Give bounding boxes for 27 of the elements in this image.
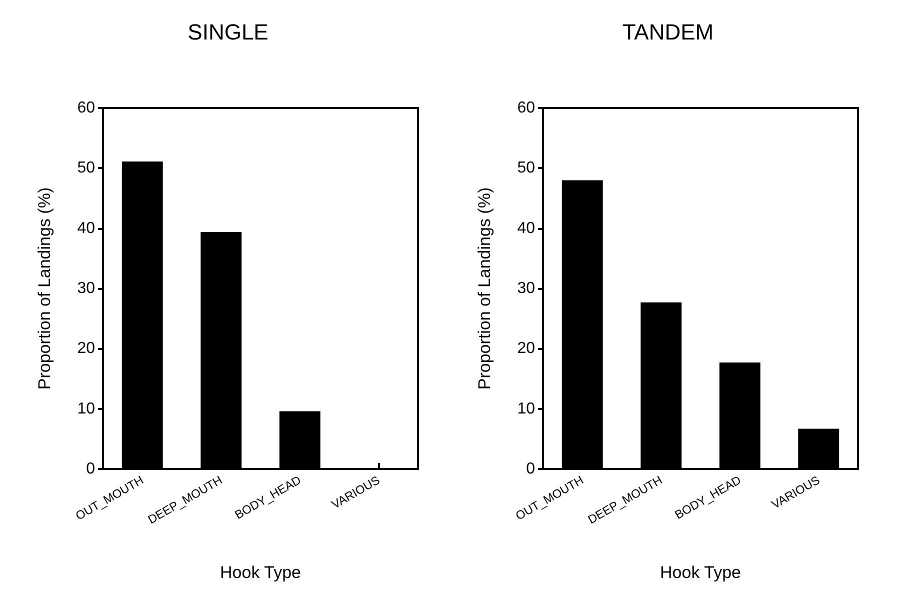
bar [640,302,682,469]
y-tick-label: 60 [517,100,536,116]
y-tick-label: 40 [77,220,96,237]
bar [719,362,760,469]
y-tick-label: 0 [86,460,96,478]
bar [562,180,603,469]
y-tick-label: 40 [517,220,536,237]
bar [122,162,163,469]
y-axis-title: Proportion of Landings (%) [475,187,494,390]
y-tick-label: 10 [77,400,96,418]
chart-title: SINGLE [188,20,268,44]
y-tick-label: 50 [517,160,536,177]
x-axis-title: Hook Type [660,563,741,582]
bar [200,232,242,469]
y-tick-label: 30 [77,280,96,297]
y-tick-label: 60 [77,100,96,116]
bar [279,411,320,469]
y-tick-label: 50 [77,160,96,177]
x-axis-title: Hook Type [220,563,301,582]
y-axis-title: Proportion of Landings (%) [35,187,54,390]
y-tick-label: 10 [517,400,536,418]
y-tick-label: 0 [526,460,536,478]
bar [798,428,840,469]
y-tick-label: 30 [517,280,536,297]
chart-title: TANDEM [622,20,714,44]
y-tick-label: 20 [77,340,96,358]
y-tick-label: 20 [517,340,536,358]
